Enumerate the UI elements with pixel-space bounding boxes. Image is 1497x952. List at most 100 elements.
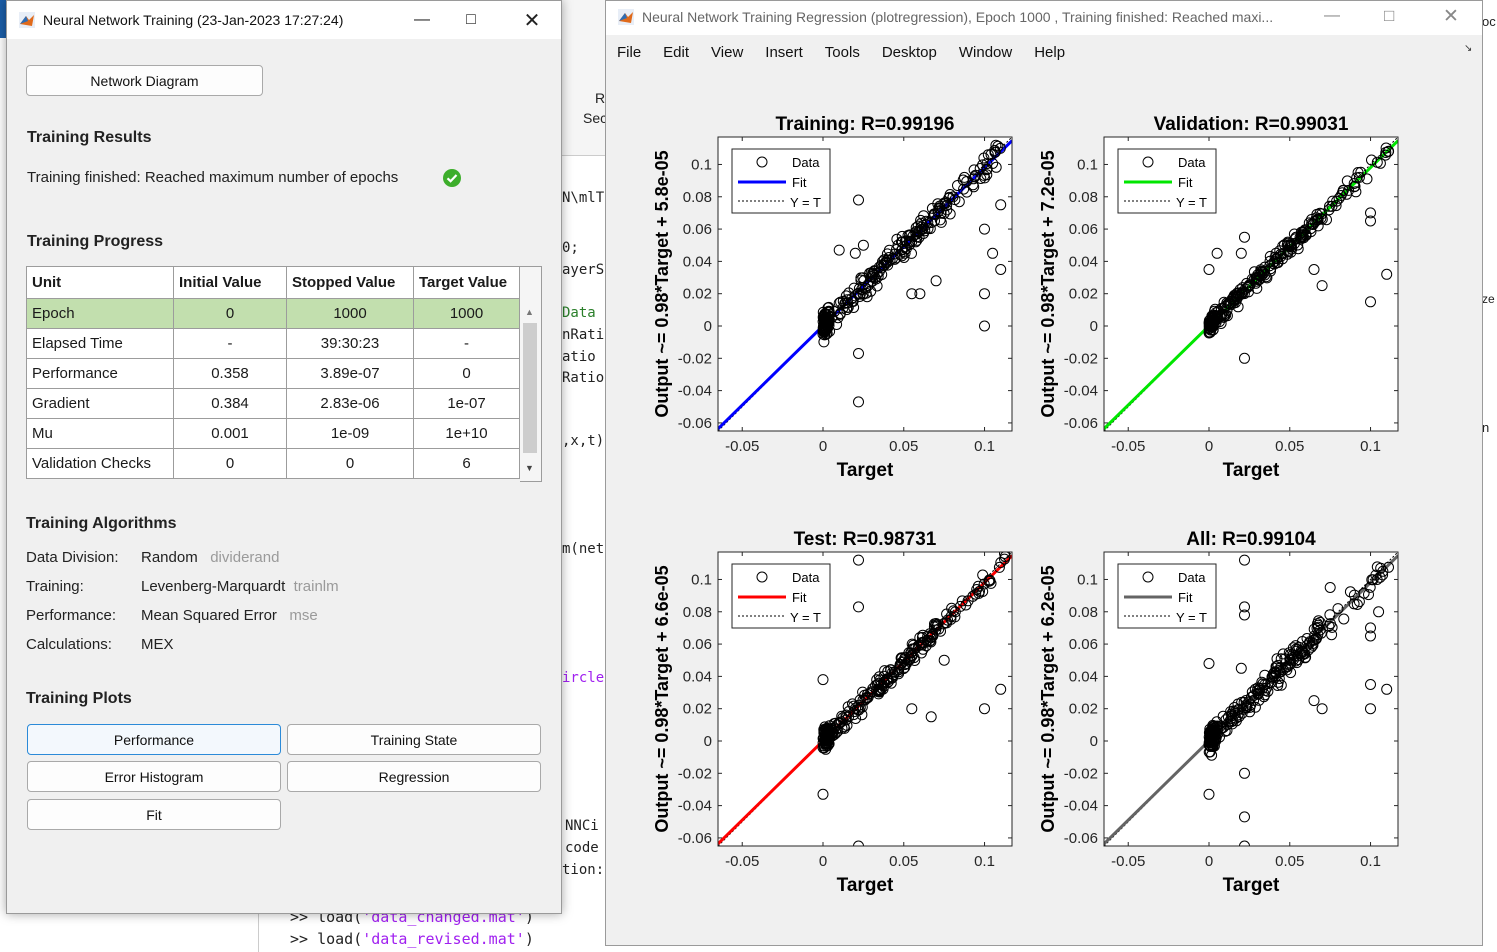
data-point: [1239, 811, 1250, 823]
data-point: [1290, 233, 1302, 245]
y-tick-label: 0.08: [1069, 189, 1098, 206]
plot-title: Validation: R=0.99031: [1154, 114, 1349, 135]
x-tick-label: 0: [819, 438, 827, 455]
minimize-icon[interactable]: —: [1324, 7, 1340, 24]
table-cell: -: [413, 328, 520, 359]
menu-help[interactable]: Help: [1034, 43, 1066, 61]
close-icon[interactable]: ✕: [523, 9, 541, 32]
y-tick-label: 0: [1090, 733, 1098, 750]
error-histogram-plot-button[interactable]: Error Histogram: [27, 761, 281, 792]
training-state-plot-button[interactable]: Training State: [287, 724, 541, 755]
data-point: [979, 223, 990, 235]
data-point: [972, 580, 984, 592]
data-point: [881, 254, 893, 266]
check-icon: [443, 169, 461, 192]
table-row[interactable]: Mu 0.001 1e-09 1e+10: [26, 418, 520, 449]
menu-tools[interactable]: Tools: [824, 43, 860, 61]
menu-window[interactable]: Window: [958, 43, 1013, 61]
data-point: [914, 639, 925, 651]
table-cell: 1000: [413, 298, 520, 329]
data-point: [1255, 264, 1267, 276]
fit-plot-button[interactable]: Fit: [27, 799, 281, 830]
x-tick-label: 0: [1205, 853, 1213, 870]
y-axis-label: Output ~= 0.98*Target + 7.2e-05: [1038, 150, 1058, 417]
y-tick-label: -0.04: [678, 798, 712, 815]
scroll-thumb[interactable]: [523, 323, 537, 453]
menu-desktop[interactable]: Desktop: [881, 43, 937, 61]
data-point: [857, 694, 869, 706]
data-point: [929, 209, 941, 220]
table-row[interactable]: Performance 0.358 3.89e-07 0: [26, 358, 520, 389]
data-point: [883, 244, 895, 256]
figure-titlebar[interactable]: Neural Network Training Regression (plot…: [606, 1, 1482, 35]
data-point: [1381, 683, 1393, 695]
data-point: [883, 675, 895, 687]
data-point: [1203, 264, 1215, 275]
data-point: [1246, 273, 1258, 285]
table-cell: Validation Checks: [26, 448, 174, 479]
data-point: [896, 230, 908, 242]
table-cell: 0: [173, 448, 287, 479]
data-point: [818, 322, 830, 334]
y-tick-label: -0.02: [678, 765, 712, 782]
y-tick-label: -0.04: [678, 383, 712, 400]
data-point: [1341, 175, 1353, 187]
data-point: [849, 247, 861, 259]
data-point: [1316, 213, 1328, 225]
data-point: [854, 694, 866, 706]
table-row[interactable]: Gradient 0.384 2.83e-06 1e-07: [26, 388, 520, 419]
table-row[interactable]: Elapsed Time - 39:30:23 -: [26, 328, 520, 359]
data-point: [856, 284, 868, 296]
data-point: [1326, 629, 1338, 641]
figure-title: Neural Network Training Regression (plot…: [642, 9, 1274, 25]
y-tick-label: 0.02: [1069, 286, 1098, 303]
legend: Data Fit Y = T: [731, 563, 831, 629]
x-axis-label: Target: [1223, 875, 1280, 896]
close-icon[interactable]: ✕: [1443, 6, 1459, 27]
data-point: [853, 554, 864, 566]
column-header: Initial Value: [173, 266, 287, 299]
regression-plot-button[interactable]: Regression: [287, 761, 541, 792]
scroll-down-icon[interactable]: ▼: [525, 463, 534, 473]
training-window-titlebar[interactable]: Neural Network Training (23-Jan-2023 17:…: [7, 1, 561, 39]
dock-arrow-icon[interactable]: ↘: [1464, 43, 1473, 54]
data-point: [1365, 630, 1376, 642]
data-point: [941, 617, 953, 629]
maximize-icon[interactable]: □: [1384, 6, 1395, 25]
data-point: [990, 161, 1002, 173]
data-point: [842, 701, 854, 713]
x-tick-label: -0.05: [725, 438, 759, 455]
data-point: [1351, 599, 1363, 610]
code-fragment: ayerS: [562, 262, 605, 278]
table-row[interactable]: Validation Checks 0 0 6: [26, 448, 520, 479]
minimize-icon[interactable]: —: [414, 11, 430, 28]
performance-plot-button[interactable]: Performance: [27, 724, 281, 755]
data-point: [853, 396, 864, 408]
data-point: [906, 288, 918, 300]
network-diagram-button[interactable]: Network Diagram: [26, 65, 263, 96]
data-point: [930, 275, 942, 287]
progress-heading: Training Progress: [27, 233, 164, 250]
x-tick-label: 0.1: [1360, 438, 1381, 455]
data-point: [817, 674, 829, 686]
data-point: [842, 301, 854, 313]
plot-title: All: R=0.99104: [1186, 529, 1316, 550]
menu-file[interactable]: File: [617, 43, 642, 61]
maximize-icon[interactable]: □: [466, 11, 476, 28]
y-tick-label: -0.02: [678, 350, 712, 367]
menu-view[interactable]: View: [711, 43, 744, 61]
data-point: [904, 653, 916, 665]
data-point: [979, 703, 990, 715]
scroll-up-icon[interactable]: ▲: [525, 307, 534, 317]
menu-insert[interactable]: Insert: [765, 43, 803, 61]
data-point: [1308, 264, 1320, 275]
regression-plots: -0.05 0 0.05 0.1 -0.06 -0.04 -0.02 0 0.02 0.04 0.0…: [652, 114, 1399, 896]
table-row[interactable]: Epoch 0 1000 1000: [26, 298, 520, 329]
data-point: [922, 223, 934, 235]
data-point: [1305, 226, 1317, 238]
menu-edit[interactable]: Edit: [663, 43, 690, 61]
data-point: [941, 204, 953, 216]
data-point: [1298, 225, 1310, 237]
table-scrollbar[interactable]: ▲ ▼: [520, 266, 542, 482]
data-point: [956, 595, 968, 607]
